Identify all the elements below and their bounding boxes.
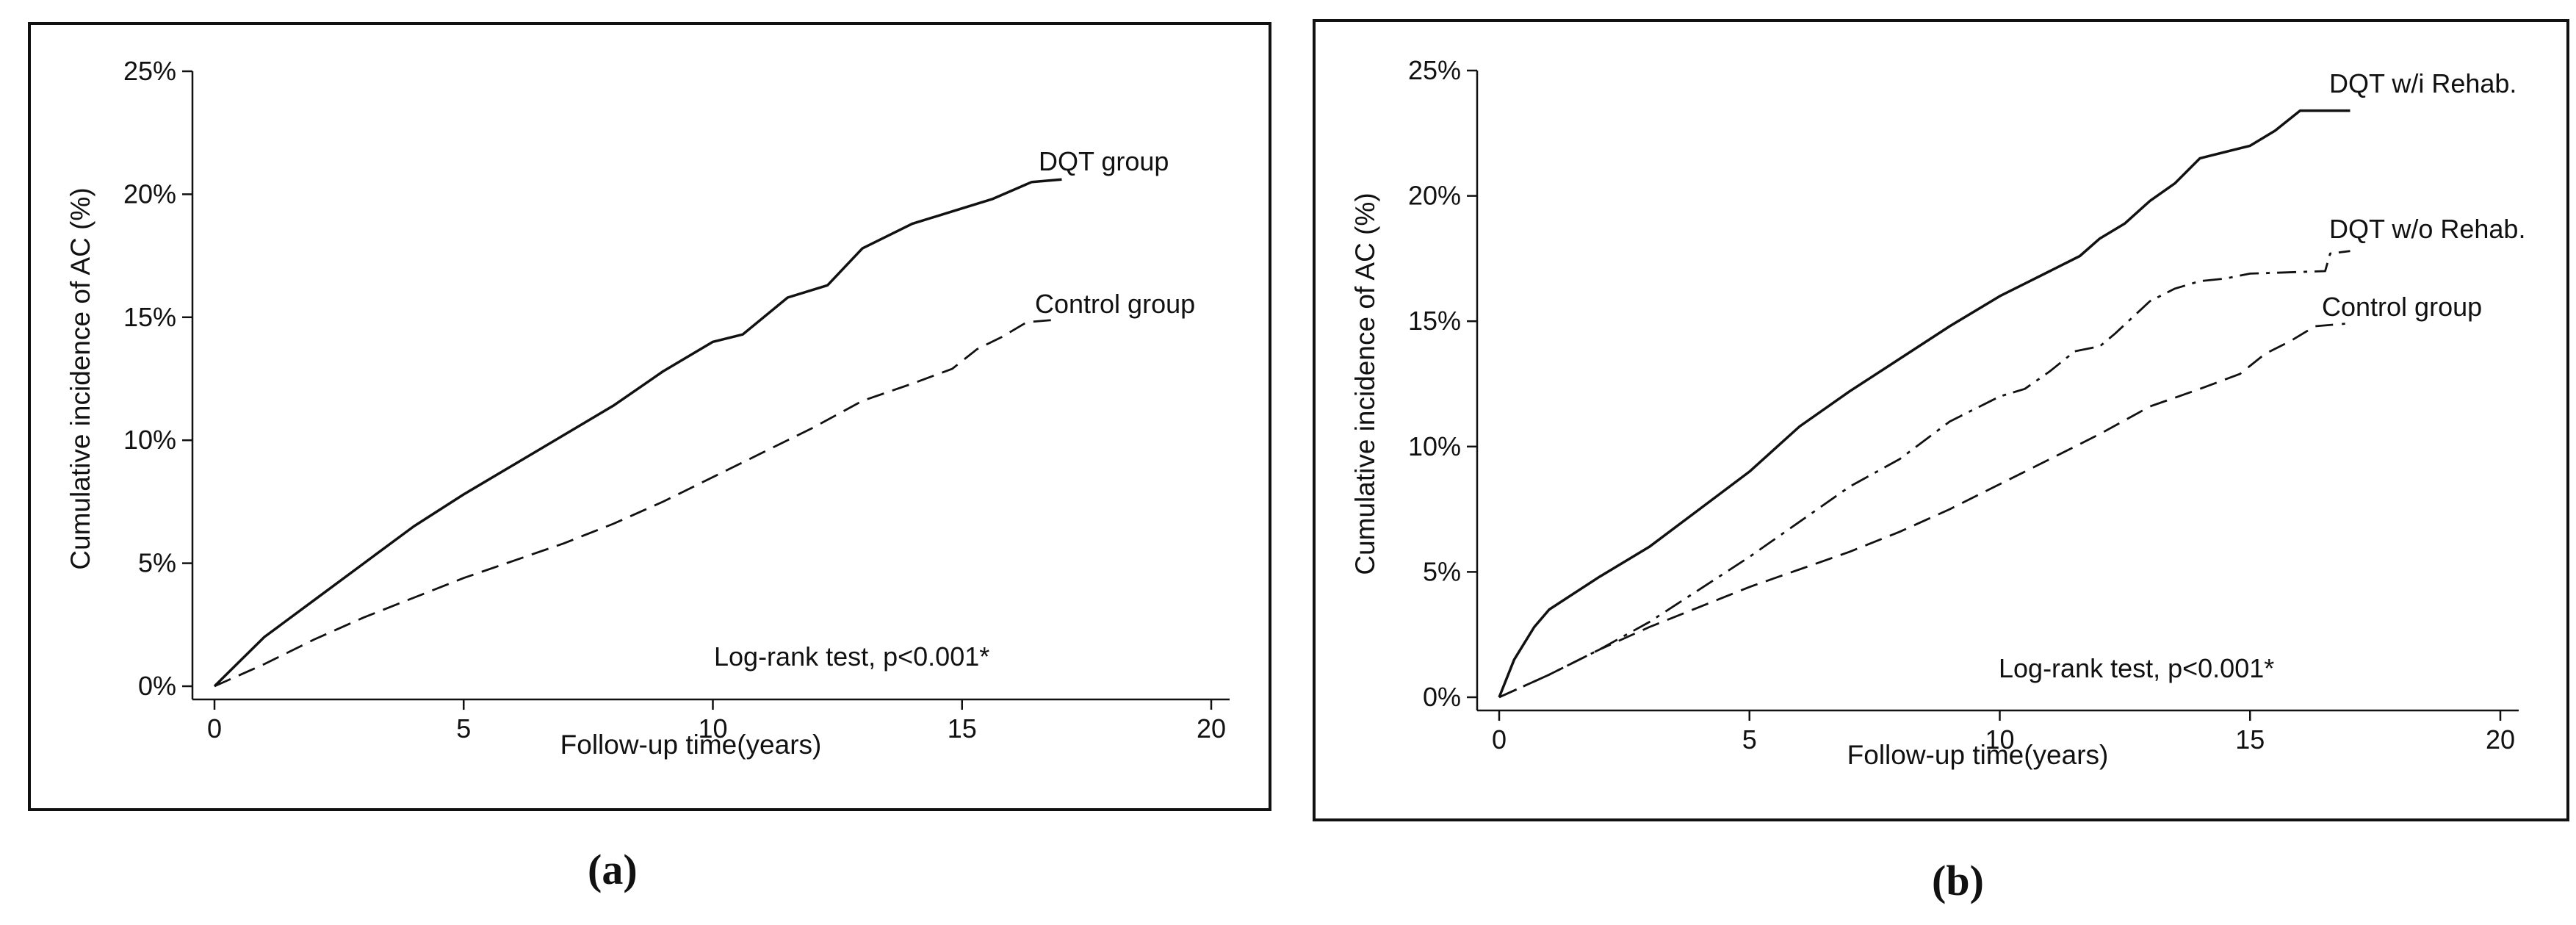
x-tick-label: 10 — [698, 713, 727, 744]
y-tick-label: 5% — [138, 548, 176, 578]
log-rank-annotation: Log-rank test, p<0.001* — [714, 641, 989, 672]
x-axis-title: Follow-up time(years) — [560, 730, 822, 760]
y-tick-label: 0% — [138, 671, 176, 701]
x-tick-label: 5 — [456, 713, 471, 744]
y-tick-label: 0% — [1423, 682, 1461, 712]
x-axis-title: Follow-up time(years) — [1847, 740, 2109, 770]
chart-b-svg: 0% 5% 10% 15% 20% 25% 0 5 10 15 20 Follow-up time(y… — [1350, 55, 2525, 770]
x-tick-label: 15 — [948, 713, 977, 744]
series-line-control-group — [1498, 323, 2345, 699]
y-tick-label: 5% — [1423, 556, 1461, 586]
series-label-dqt-w-o-rehab: DQT w/o Rehab. — [2329, 214, 2525, 244]
x-tick-label: 20 — [2486, 724, 2515, 755]
x-tick-label: 0 — [1492, 724, 1507, 755]
series-line-control-group — [214, 318, 1057, 688]
x-tick-label: 20 — [1197, 713, 1226, 744]
series-line-dqt-group — [213, 178, 1062, 688]
x-tick-label: 5 — [1742, 724, 1757, 755]
y-tick-label: 10% — [123, 425, 176, 455]
x-tick-label: 10 — [1985, 724, 2014, 755]
y-tick-label: 25% — [123, 56, 176, 86]
y-tick-label: 20% — [1408, 181, 1461, 211]
y-tick-label: 25% — [1408, 55, 1461, 85]
chart-panel-b: 0% 5% 10% 15% 20% 25% 0 5 10 15 20 Follow-up time(y… — [1313, 19, 2569, 821]
x-tick-label: 15 — [2235, 724, 2265, 755]
y-axis-title: Cumulative incidence of AC (%) — [1350, 192, 1380, 575]
caption-a: (a) — [588, 846, 638, 893]
y-tick-label: 15% — [123, 302, 176, 332]
y-tick-label: 20% — [123, 179, 176, 209]
series-label-dqt-group: DQT group — [1039, 146, 1169, 176]
chart-a-svg: 0% 5% 10% 15% 20% 25% 0 5 10 15 20 Follow-up time(y… — [65, 56, 1230, 760]
caption-b: (b) — [1932, 857, 1984, 904]
chart-panel-a: 0% 5% 10% 15% 20% 25% 0 5 10 15 20 Follow-up time(y… — [28, 22, 1271, 811]
y-axis-title: Cumulative incidence of AC (%) — [65, 187, 95, 569]
x-tick-label: 0 — [207, 713, 222, 744]
series-label-dqt-w-i-rehab: DQT w/i Rehab. — [2329, 68, 2517, 98]
y-tick-label: 10% — [1408, 431, 1461, 461]
series-line-dqt-w-i-rehab — [1498, 109, 2350, 698]
series-line-dqt-w-o-rehab — [1498, 250, 2350, 699]
log-rank-annotation: Log-rank test, p<0.001* — [1999, 653, 2274, 683]
series-label-control-group: Control group — [1035, 289, 1195, 319]
series-label-control-group: Control group — [2322, 292, 2482, 322]
y-tick-label: 15% — [1408, 306, 1461, 336]
